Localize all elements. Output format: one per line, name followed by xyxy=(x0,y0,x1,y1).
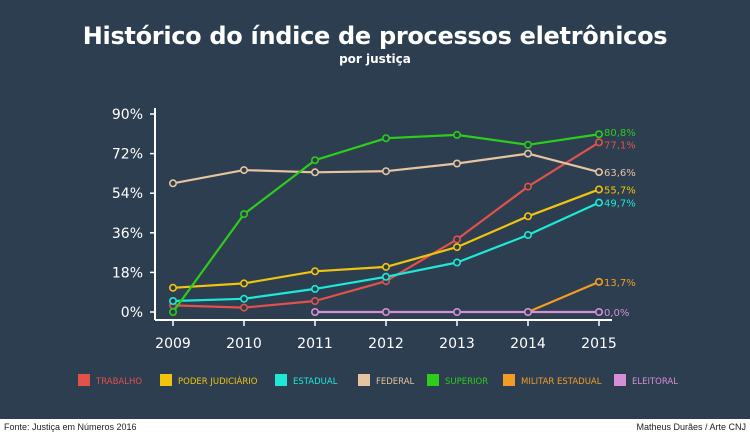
end-label-federal: 63,6% xyxy=(604,168,636,179)
y-tick-label: 72% xyxy=(112,147,143,163)
legend-swatch-federal xyxy=(358,374,370,386)
legend-label-eleitoral: ELEITORAL xyxy=(632,377,678,387)
legend-label-federal: FEDERAL xyxy=(376,377,415,387)
line-chart: 0% 18% 36% 54% 72% 90% 2009 2010 2011 2012 2013 201… xyxy=(78,107,678,387)
legend-label-estadual: ESTADUAL xyxy=(293,377,338,387)
data-point-poder-judiciario xyxy=(169,283,178,292)
data-point-estadual xyxy=(594,198,603,207)
legend-swatch-poder-judiciario xyxy=(160,374,172,386)
source-note: Fonte: Justiça em Números 2016 xyxy=(4,422,137,432)
end-label-estadual: 49,7% xyxy=(604,199,636,210)
data-point-eleitoral xyxy=(594,307,603,316)
legend-swatch-superior xyxy=(427,374,439,386)
x-tick-label: 2014 xyxy=(510,336,546,352)
data-point-poder-judiciario xyxy=(523,212,532,221)
data-point-trabalho xyxy=(452,235,461,244)
y-tick-label: 54% xyxy=(112,186,143,202)
end-label-militar-estadual: 13,7% xyxy=(604,278,636,289)
series-line-militar-estadual xyxy=(527,280,600,314)
legend-label-militar-estadual: MILITAR ESTADUAL xyxy=(521,377,602,387)
data-point-superior xyxy=(523,140,532,149)
data-point-poder-judiciario xyxy=(310,267,319,276)
data-point-superior xyxy=(169,307,178,316)
data-point-poder-judiciario xyxy=(381,262,390,271)
legend-label-trabalho: TRABALHO xyxy=(95,377,142,387)
legend-label-superior: SUPERIOR xyxy=(445,377,488,387)
chart-subtitle: por justiça xyxy=(339,52,411,66)
chart-panel xyxy=(0,0,750,419)
data-point-trabalho xyxy=(594,138,603,147)
data-point-superior xyxy=(310,156,319,165)
end-label-trabalho: 77,1% xyxy=(604,140,636,151)
data-point-federal xyxy=(169,179,178,188)
data-point-federal xyxy=(381,167,390,176)
data-point-trabalho xyxy=(310,296,319,305)
legend-swatch-militar-estadual xyxy=(503,374,515,386)
data-point-superior xyxy=(240,210,249,219)
chart-title: Histórico do índice de processos eletrôn… xyxy=(82,22,668,50)
data-point-superior xyxy=(594,130,603,139)
x-tick-label: 2009 xyxy=(155,336,191,352)
data-point-poder-judiciario xyxy=(594,185,603,194)
data-point-eleitoral xyxy=(452,307,461,316)
data-point-estadual xyxy=(452,258,461,267)
data-point-trabalho xyxy=(240,303,249,312)
data-point-poder-judiciario xyxy=(240,279,249,288)
data-point-superior xyxy=(452,130,461,139)
series-line-estadual xyxy=(172,201,600,303)
y-tick-label: 36% xyxy=(112,226,143,242)
data-point-federal xyxy=(452,159,461,168)
x-tick-label: 2015 xyxy=(581,336,617,352)
data-point-eleitoral xyxy=(310,307,319,316)
legend-swatch-eleitoral xyxy=(614,374,626,386)
data-point-federal xyxy=(240,166,249,175)
data-point-eleitoral xyxy=(523,307,532,316)
x-tick-label: 2010 xyxy=(226,336,262,352)
x-tick-label: 2012 xyxy=(368,336,404,352)
credit-note: Matheus Durães / Arte CNJ xyxy=(636,422,746,432)
data-point-estadual xyxy=(169,296,178,305)
series-line-superior xyxy=(172,133,600,313)
data-point-eleitoral xyxy=(381,307,390,316)
y-tick-label: 18% xyxy=(112,265,143,281)
data-point-federal xyxy=(594,168,603,177)
y-tick-label: 90% xyxy=(112,107,143,123)
end-label-eleitoral: 0,0% xyxy=(604,308,629,319)
data-point-estadual xyxy=(523,231,532,240)
x-tick-label: 2013 xyxy=(439,336,475,352)
data-point-estadual xyxy=(240,294,249,303)
x-tick-label: 2011 xyxy=(297,336,333,352)
data-point-trabalho xyxy=(523,182,532,191)
data-point-poder-judiciario xyxy=(452,243,461,252)
end-label-poder-judiciario: 55,7% xyxy=(604,185,636,196)
y-tick-label: 0% xyxy=(121,305,143,321)
data-point-federal xyxy=(523,149,532,158)
legend-swatch-trabalho xyxy=(78,374,90,386)
legend-label-poder-judiciario: PODER JUDICIÁRIO xyxy=(178,375,258,387)
data-point-estadual xyxy=(310,284,319,293)
data-point-federal xyxy=(310,168,319,177)
legend-swatch-estadual xyxy=(275,374,287,386)
data-point-superior xyxy=(381,134,390,143)
data-point-estadual xyxy=(381,272,390,281)
data-point-militar-estadual xyxy=(594,277,603,286)
end-label-superior: 80,8% xyxy=(604,128,636,139)
